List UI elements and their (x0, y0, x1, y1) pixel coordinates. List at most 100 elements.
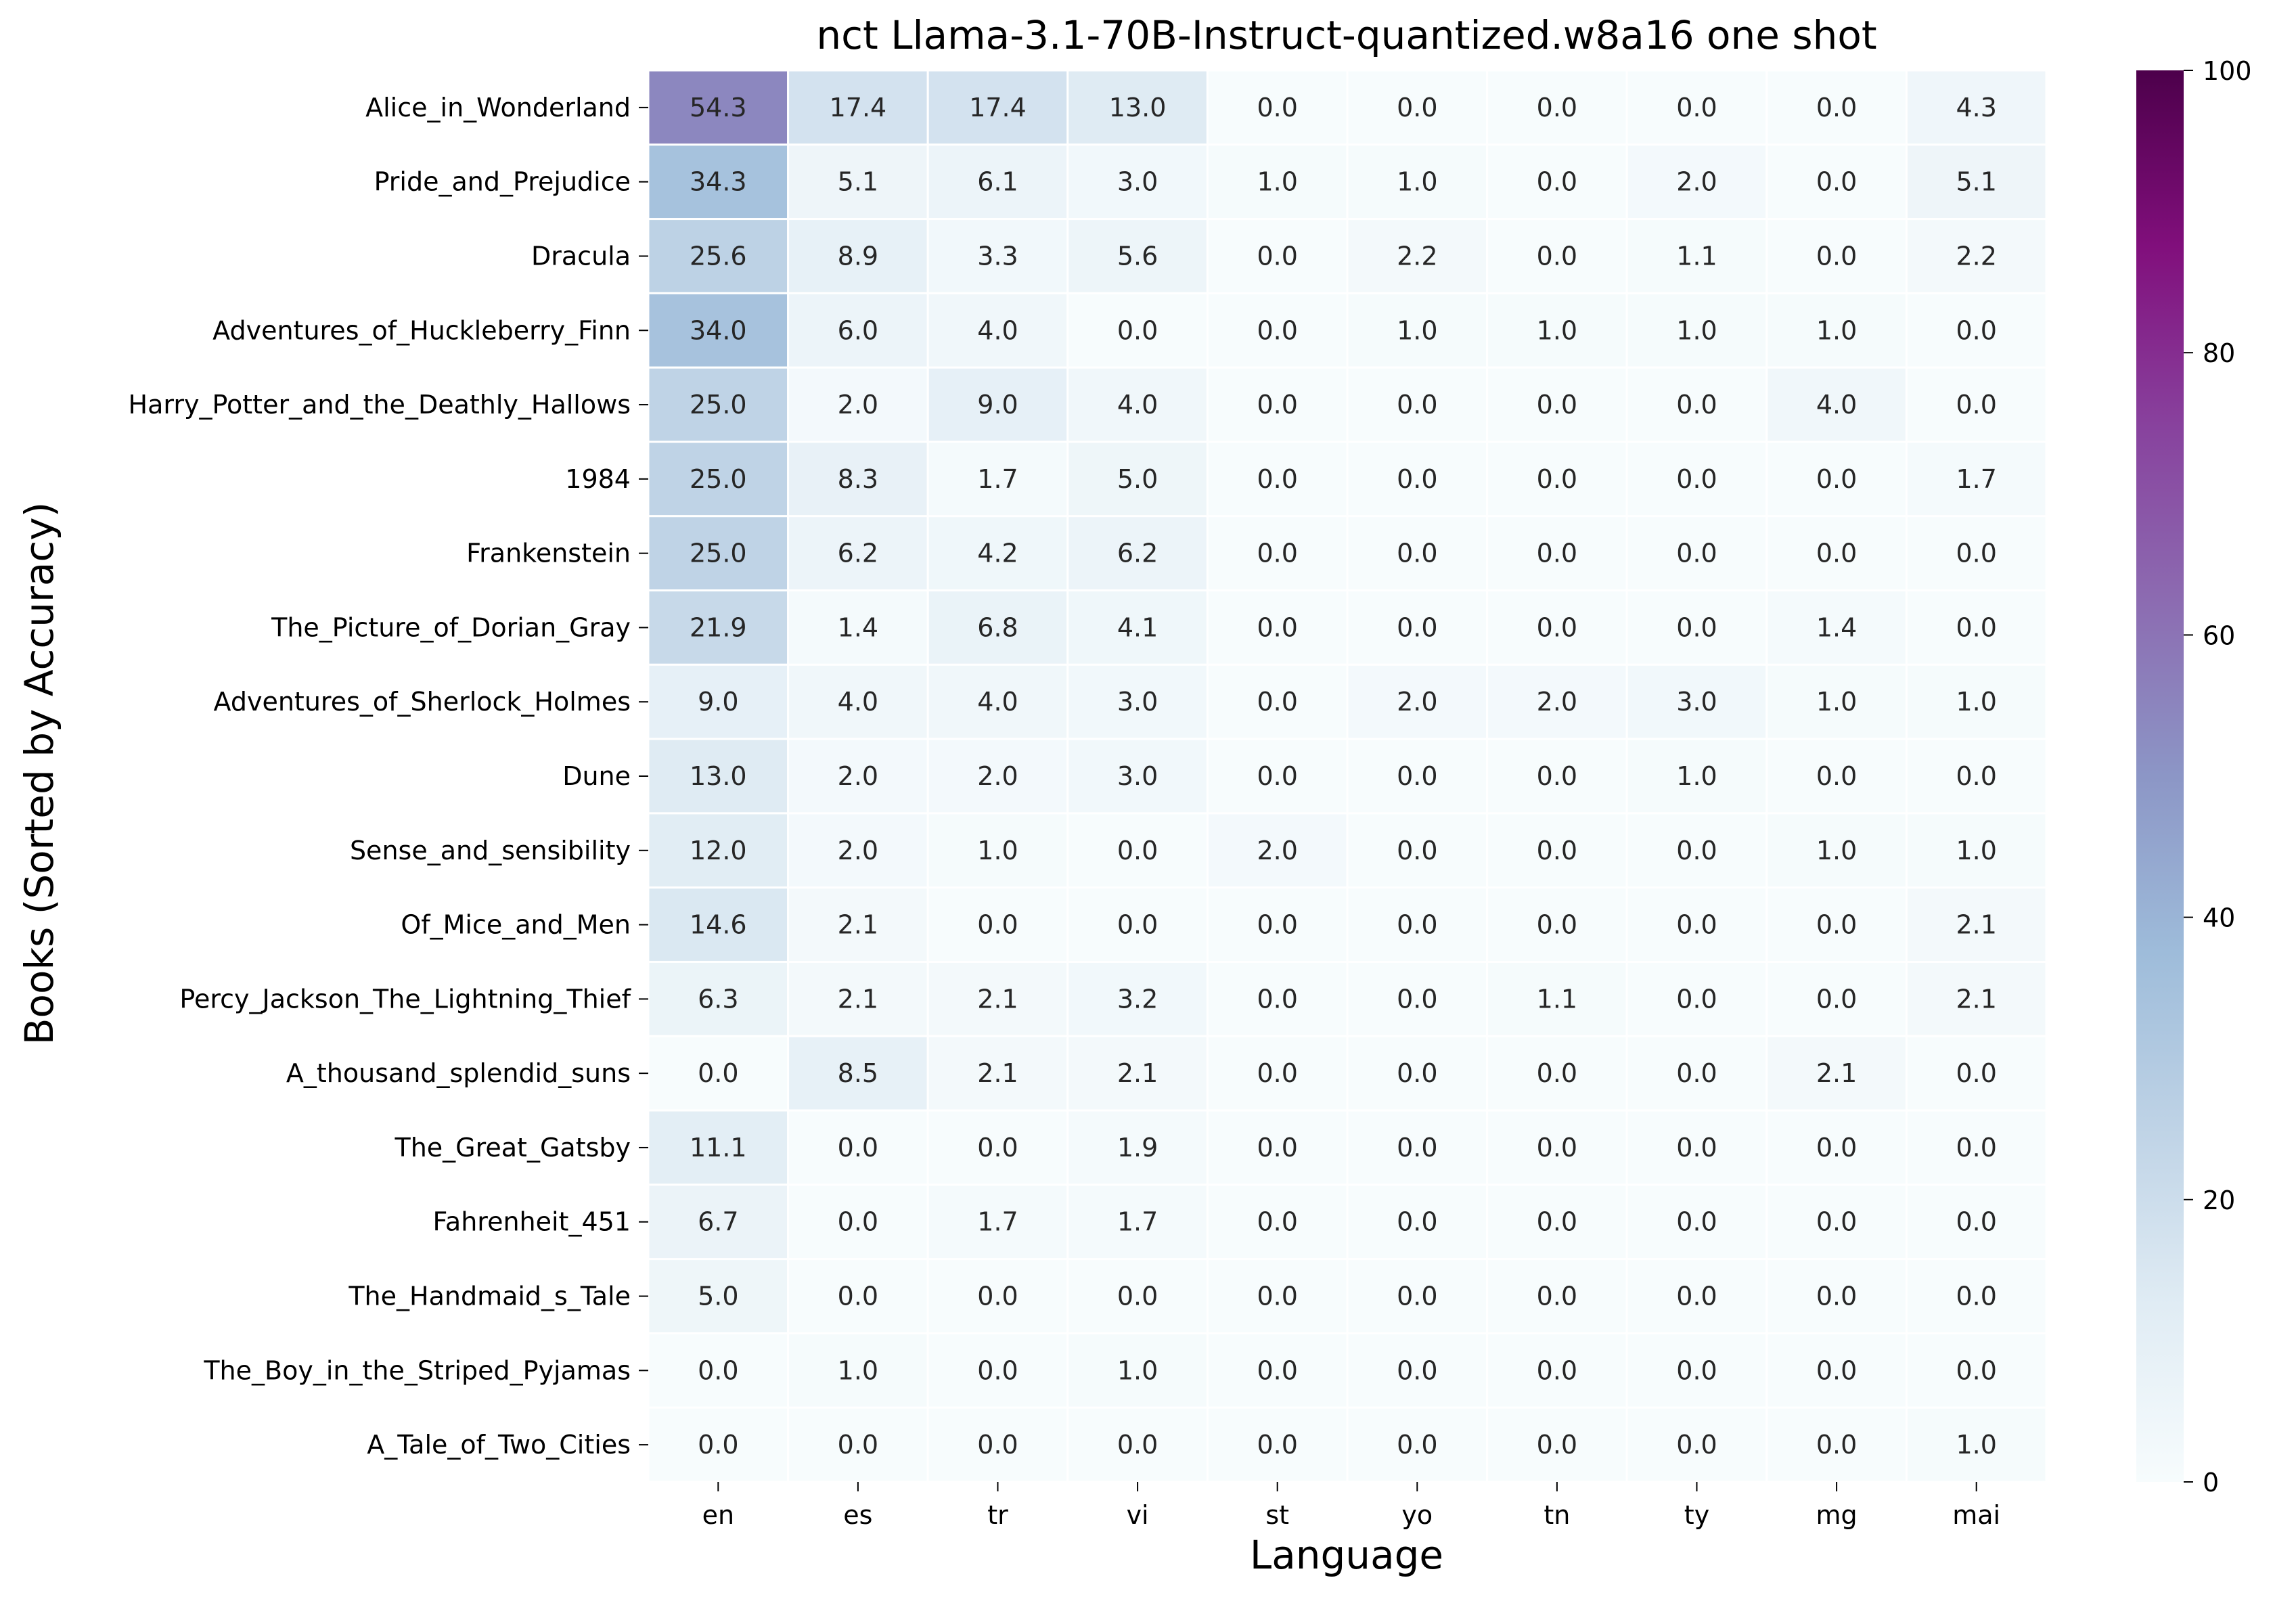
cell-value-label: 4.0 (838, 687, 878, 717)
cell-value-label: 0.0 (1537, 761, 1577, 791)
heatmap-cell (1206, 1109, 1349, 1186)
heatmap-cell (647, 292, 790, 369)
cell-value-label: 0.0 (1397, 1207, 1437, 1237)
cell-value-label: 2.1 (1117, 1058, 1158, 1088)
cell-value-label: 0.0 (1816, 1355, 1857, 1385)
cell-value-label: 0.0 (1537, 1207, 1577, 1237)
column-tick-label: mg (1816, 1500, 1858, 1530)
cell-value-label: 1.1 (1676, 241, 1717, 271)
cell-value-label: 0.0 (977, 1430, 1018, 1460)
cell-value-label: 0.0 (1676, 836, 1717, 865)
cell-value-label: 0.0 (1397, 93, 1437, 122)
cell-value-label: 0.0 (1816, 1207, 1857, 1237)
column-tick-label: st (1265, 1500, 1289, 1530)
cell-value-label: 0.0 (1816, 464, 1857, 494)
heatmap-cell (787, 886, 929, 963)
cell-value-label: 25.0 (690, 464, 747, 494)
cell-value-label: 0.0 (838, 1430, 878, 1460)
heatmap-cell (1346, 960, 1489, 1037)
heatmap-cell (1905, 143, 2048, 221)
cell-value-label: 0.0 (1257, 687, 1297, 717)
cell-value-label: 0.0 (1956, 390, 1996, 420)
heatmap-cell (1066, 812, 1209, 889)
cell-value-label: 0.0 (1257, 1207, 1297, 1237)
cell-value-label: 0.0 (1397, 1282, 1437, 1311)
cell-value-label: 0.0 (1676, 539, 1717, 568)
heatmap-cell (1905, 1183, 2048, 1261)
cell-value-label: 0.0 (1397, 984, 1437, 1014)
heatmap-cell (1486, 1332, 1628, 1409)
cell-value-label: 3.0 (1676, 687, 1717, 717)
cell-value-label: 0.0 (1257, 1430, 1297, 1460)
cell-value-label: 5.0 (1117, 464, 1158, 494)
heatmap-cell (1905, 366, 2048, 443)
cell-value-label: 21.9 (690, 612, 747, 642)
heatmap-cell (1905, 218, 2048, 294)
heatmap-cell (926, 366, 1069, 443)
cell-value-label: 0.0 (1397, 836, 1437, 865)
heatmap-cell (1066, 515, 1209, 592)
heatmap-cell (1905, 738, 2048, 815)
row-tick-label: Frankenstein (466, 539, 631, 568)
heatmap-cell (926, 1109, 1069, 1186)
cell-value-label: 5.1 (838, 167, 878, 197)
heatmap-cell (787, 218, 929, 294)
column-tick-label: tr (987, 1500, 1008, 1530)
heatmap-cell (1486, 366, 1628, 443)
heatmap-cell (1066, 589, 1209, 666)
cell-value-label: 0.0 (1257, 390, 1297, 420)
cell-value-label: 0.0 (1956, 1355, 1996, 1385)
heatmap-cell (1765, 366, 1908, 443)
cell-value-label: 0.0 (1537, 612, 1577, 642)
heatmap-cell (1206, 663, 1349, 740)
cell-value-label: 0.0 (1117, 910, 1158, 940)
cell-value-label: 2.0 (1537, 687, 1577, 717)
heatmap-cell (1346, 366, 1489, 443)
heatmap-cell (1206, 589, 1349, 666)
heatmap-cell (1765, 1035, 1908, 1112)
cell-value-label: 0.0 (838, 1207, 878, 1237)
cell-value-label: 0.0 (1397, 464, 1437, 494)
cell-value-label: 0.0 (977, 1133, 1018, 1163)
cell-value-label: 2.1 (838, 984, 878, 1014)
cell-value-label: 1.0 (1816, 315, 1857, 345)
cell-value-label: 1.4 (1816, 612, 1857, 642)
cell-value-label: 1.0 (1397, 167, 1437, 197)
heatmap-cell (1625, 1035, 1768, 1112)
cell-value-label: 0.0 (1257, 315, 1297, 345)
heatmap-cell (787, 69, 929, 146)
row-tick-labels: Alice_in_Wonderland Pride_and_Prejudice Dr… (129, 93, 648, 1460)
cell-value-label: 34.3 (690, 167, 747, 197)
cell-value-label: 0.0 (698, 1430, 738, 1460)
heatmap-cell (1765, 143, 1908, 221)
heatmap-cell (1625, 663, 1768, 740)
cell-value-label: 0.0 (1257, 93, 1297, 122)
heatmap-cell (647, 1183, 790, 1261)
cell-value-label: 0.0 (1956, 1207, 1996, 1237)
cell-value-label: 1.0 (1816, 836, 1857, 865)
cell-value-label: 0.0 (1676, 1355, 1717, 1385)
cell-value-label: 3.0 (1117, 761, 1158, 791)
cell-value-label: 0.0 (1537, 1133, 1577, 1163)
heatmap-cell (1765, 1406, 1908, 1483)
cell-value-label: 2.1 (1956, 910, 1996, 940)
y-axis-label: Books (Sorted by Accuracy) (16, 502, 62, 1045)
cell-value-label: 2.2 (1956, 241, 1996, 271)
heatmap-cell (1346, 69, 1489, 146)
heatmap-cell (1486, 1183, 1628, 1261)
heatmap-cell (1346, 441, 1489, 518)
column-tick-label: es (843, 1500, 872, 1530)
heatmap-cell (1346, 1332, 1489, 1409)
heatmap-cell (1765, 292, 1908, 369)
row-tick-label: Of_Mice_and_Men (401, 910, 631, 940)
cell-value-label: 25.0 (690, 539, 747, 568)
cell-value-label: 1.0 (1956, 836, 1996, 865)
cell-value-label: 1.0 (1537, 315, 1577, 345)
cell-value-label: 0.0 (1257, 1282, 1297, 1311)
cell-value-label: 5.0 (698, 1282, 738, 1311)
cell-value-label: 0.0 (1676, 612, 1717, 642)
cell-value-label: 9.0 (977, 390, 1018, 420)
heatmap-cell (787, 960, 929, 1037)
cell-value-label: 0.0 (1537, 1058, 1577, 1088)
heatmap-cell (1905, 1035, 2048, 1112)
